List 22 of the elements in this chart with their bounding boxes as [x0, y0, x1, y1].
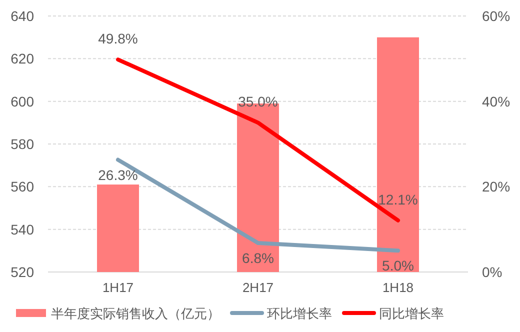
x-tick-label: 1H17	[102, 280, 134, 295]
y-tick-label: 520	[10, 264, 34, 280]
y2-tick-label: 20%	[482, 178, 510, 195]
y2-tick-label: 40%	[482, 93, 510, 110]
data-label: 12.1%	[378, 191, 418, 208]
data-label: 5.0%	[382, 258, 414, 274]
legend-label: 半年度实际销售收入（亿元）	[51, 306, 220, 321]
y-tick-label: 580	[10, 136, 34, 152]
y-tick-label: 560	[10, 178, 34, 195]
x-tick-label: 1H18	[382, 280, 414, 295]
y-tick-label: 620	[10, 50, 34, 67]
data-label: 26.3%	[98, 166, 138, 183]
y2-tick-label: 0%	[482, 264, 502, 280]
x-tick-label: 2H17	[242, 280, 274, 295]
y-tick-label: 640	[10, 8, 34, 24]
y-tick-label: 600	[10, 93, 34, 110]
legend-label: 环比增长率	[267, 306, 332, 321]
y-tick-label: 540	[10, 221, 34, 238]
data-label: 6.8%	[242, 250, 274, 266]
y2-tick-label: 60%	[482, 8, 510, 24]
data-label: 49.8%	[98, 30, 138, 47]
legend-label: 同比增长率	[379, 306, 444, 321]
